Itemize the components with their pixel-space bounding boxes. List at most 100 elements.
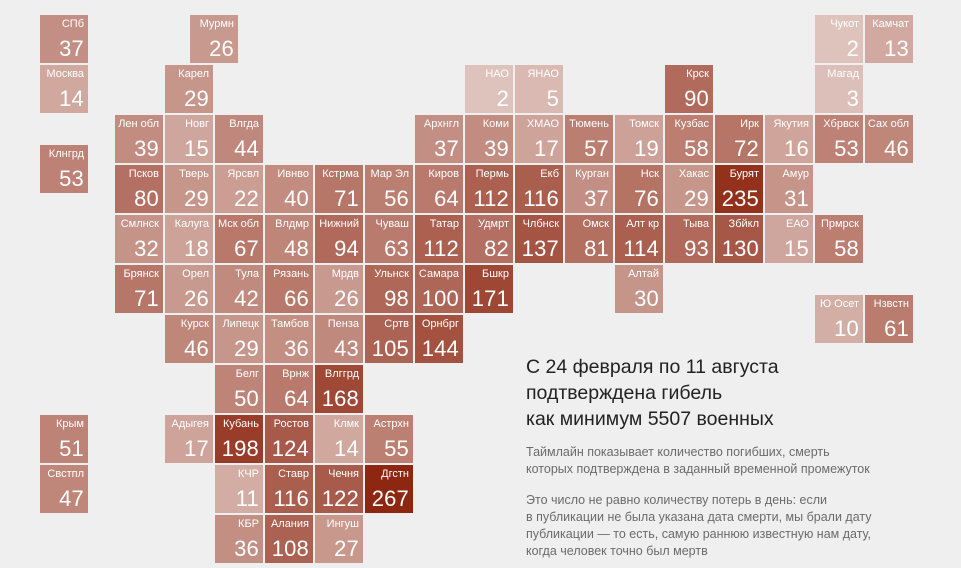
- region-tile[interactable]: Крск 90: [665, 65, 713, 113]
- region-tile[interactable]: Мар Эл 56: [365, 165, 413, 213]
- region-tile[interactable]: Москва 14: [40, 65, 88, 113]
- region-tile[interactable]: Крым 51: [40, 415, 88, 463]
- region-tile[interactable]: Амур 31: [765, 165, 813, 213]
- region-tile[interactable]: Коми 39: [465, 115, 513, 163]
- region-name: Липецк: [222, 318, 259, 330]
- region-tile[interactable]: Алт кр 114: [615, 215, 663, 263]
- region-tile[interactable]: Ярсвл 22: [215, 165, 263, 213]
- region-tile[interactable]: Влггрд 168: [315, 365, 363, 413]
- region-tile[interactable]: Ростов 124: [265, 415, 313, 463]
- region-tile[interactable]: Клнгрд 53: [40, 145, 88, 193]
- region-tile[interactable]: Киров 64: [415, 165, 463, 213]
- region-tile[interactable]: СПб 37: [40, 15, 88, 63]
- region-tile[interactable]: Прмрск 58: [815, 215, 863, 263]
- region-name: Тверь: [179, 168, 209, 180]
- region-tile[interactable]: Мск обл 67: [215, 215, 263, 263]
- region-tile[interactable]: Карел 29: [165, 65, 213, 113]
- region-tile[interactable]: Пенза 43: [315, 315, 363, 363]
- region-tile[interactable]: Брянск 71: [115, 265, 163, 313]
- region-tile[interactable]: Чечня 122: [315, 465, 363, 513]
- region-tile[interactable]: Тамбов 36: [265, 315, 313, 363]
- region-value: 13: [884, 36, 909, 61]
- region-tile[interactable]: Алания 108: [265, 515, 313, 563]
- region-tile[interactable]: Курган 37: [565, 165, 613, 213]
- region-value: 31: [784, 186, 809, 211]
- region-tile[interactable]: Кузбас 58: [665, 115, 713, 163]
- region-tile[interactable]: Свстпл 47: [40, 465, 88, 513]
- region-tile[interactable]: Ивнво 40: [265, 165, 313, 213]
- region-tile[interactable]: Самара 100: [415, 265, 463, 313]
- region-tile[interactable]: Члбнск 137: [515, 215, 563, 263]
- region-tile[interactable]: Бурят 235: [715, 165, 763, 213]
- region-tile[interactable]: Екб 116: [515, 165, 563, 213]
- region-tile[interactable]: Ирк 72: [715, 115, 763, 163]
- region-tile[interactable]: Рязань 66: [265, 265, 313, 313]
- region-tile[interactable]: Курск 46: [165, 315, 213, 363]
- region-tile[interactable]: Тула 42: [215, 265, 263, 313]
- region-tile[interactable]: Нижний 94: [315, 215, 363, 263]
- region-tile[interactable]: Удмрт 82: [465, 215, 513, 263]
- region-tile[interactable]: Псков 80: [115, 165, 163, 213]
- region-tile[interactable]: Ставр 116: [265, 465, 313, 513]
- region-tile[interactable]: Збйкл 130: [715, 215, 763, 263]
- region-tile[interactable]: ЯНАО 5: [515, 65, 563, 113]
- region-tile[interactable]: Чуваш 63: [365, 215, 413, 263]
- region-tile[interactable]: КЧР 11: [215, 465, 263, 513]
- region-tile[interactable]: Ю Осет 10: [815, 295, 863, 343]
- region-tile[interactable]: Томск 19: [615, 115, 663, 163]
- region-tile[interactable]: Омск 81: [565, 215, 613, 263]
- region-tile[interactable]: ХМАО 17: [515, 115, 563, 163]
- region-tile[interactable]: Хбрвск 53: [815, 115, 863, 163]
- region-tile[interactable]: Камчат 13: [865, 15, 913, 63]
- region-tile[interactable]: Нск 76: [615, 165, 663, 213]
- region-tile[interactable]: Орел 26: [165, 265, 213, 313]
- region-tile[interactable]: Смлнск 32: [115, 215, 163, 263]
- region-tile[interactable]: Влдмр 48: [265, 215, 313, 263]
- region-tile[interactable]: Мурмн 26: [190, 15, 238, 63]
- region-value: 15: [184, 136, 209, 161]
- region-tile[interactable]: КБР 36: [215, 515, 263, 563]
- region-tile[interactable]: Белг 50: [215, 365, 263, 413]
- region-name: Сртв: [384, 318, 409, 330]
- region-tile[interactable]: Калуга 18: [165, 215, 213, 263]
- region-tile[interactable]: Тюмень 57: [565, 115, 613, 163]
- region-tile[interactable]: Адыгея 17: [165, 415, 213, 463]
- region-tile[interactable]: Алтай 30: [615, 265, 663, 313]
- region-name: Крым: [56, 418, 84, 430]
- region-tile[interactable]: Тверь 29: [165, 165, 213, 213]
- region-tile[interactable]: Новг 15: [165, 115, 213, 163]
- region-tile[interactable]: ЕАО 15: [765, 215, 813, 263]
- region-tile[interactable]: НАО 2: [465, 65, 513, 113]
- region-tile[interactable]: Ульнск 98: [365, 265, 413, 313]
- region-tile[interactable]: Ингуш 27: [315, 515, 363, 563]
- region-tile[interactable]: Магад 3: [815, 65, 863, 113]
- region-tile[interactable]: Бшкр 171: [465, 265, 513, 313]
- region-tile[interactable]: Якутия 16: [765, 115, 813, 163]
- region-name: Пермь: [475, 168, 509, 180]
- region-value: 55: [384, 436, 409, 461]
- region-value: 48: [284, 236, 309, 261]
- region-tile[interactable]: Нзвстн 61: [865, 295, 913, 343]
- region-tile[interactable]: Липецк 29: [215, 315, 263, 363]
- region-value: 63: [384, 236, 409, 261]
- region-tile[interactable]: Сах обл 46: [865, 115, 913, 163]
- region-tile[interactable]: Пермь 112: [465, 165, 513, 213]
- region-tile[interactable]: Мрдв 26: [315, 265, 363, 313]
- region-tile[interactable]: Архнгл 37: [415, 115, 463, 163]
- region-tile[interactable]: Влгда 44: [215, 115, 263, 163]
- region-name: Астрхн: [373, 418, 409, 430]
- region-tile[interactable]: Клмк 14: [315, 415, 363, 463]
- region-tile[interactable]: Астрхн 55: [365, 415, 413, 463]
- region-tile[interactable]: Кстрма 71: [315, 165, 363, 213]
- region-tile[interactable]: Татар 112: [415, 215, 463, 263]
- region-tile[interactable]: Лен обл 39: [115, 115, 163, 163]
- region-tile[interactable]: Орнбрг 144: [415, 315, 463, 363]
- region-tile[interactable]: Кубань 198: [215, 415, 263, 463]
- region-tile[interactable]: Чукот 2: [815, 15, 863, 63]
- region-value: 67: [234, 236, 259, 261]
- region-tile[interactable]: Хакас 29: [665, 165, 713, 213]
- region-tile[interactable]: Дгстн 267: [365, 465, 413, 513]
- region-tile[interactable]: Сртв 105: [365, 315, 413, 363]
- region-tile[interactable]: Тыва 93: [665, 215, 713, 263]
- region-tile[interactable]: Врнж 64: [265, 365, 313, 413]
